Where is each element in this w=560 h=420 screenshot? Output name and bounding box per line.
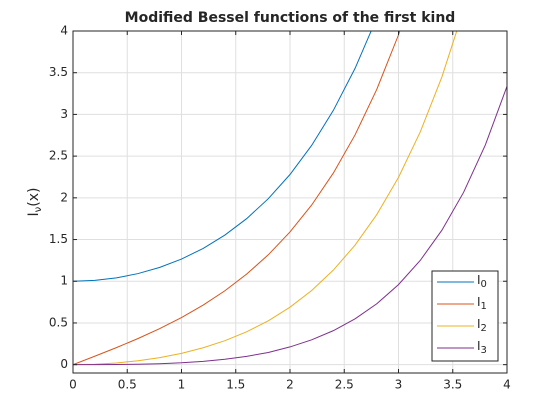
x-tick-label: 3 [395, 378, 403, 392]
legend-label: I2 [477, 317, 487, 335]
x-tick-label: 2.5 [335, 378, 354, 392]
legend-box [431, 270, 499, 362]
x-tick-label: 1.5 [226, 378, 245, 392]
y-tick-label: 0 [60, 357, 68, 371]
y-tick-label: 3.5 [49, 65, 68, 79]
y-tick-label: 2 [60, 190, 68, 204]
x-tick-label: 0.5 [118, 378, 137, 392]
legend-label: I1 [477, 295, 487, 313]
line-series [73, 31, 372, 282]
x-tick-label: 3.5 [443, 378, 462, 392]
plot-area [73, 31, 507, 366]
x-tick-label: 4 [503, 378, 511, 392]
y-tick-label: 3 [60, 107, 68, 121]
y-tick-label: 1.5 [49, 232, 68, 246]
y-tick-label: 4 [60, 24, 68, 38]
line-series [73, 86, 507, 366]
y-tick-label: 1 [60, 274, 68, 288]
y-tick-label: 0.5 [49, 315, 68, 329]
line-series [73, 31, 458, 366]
y-tick-label: 2.5 [49, 149, 68, 163]
x-tick-label: 0 [69, 378, 77, 392]
x-tick-label: 2 [286, 378, 294, 392]
legend-label: I0 [477, 273, 487, 291]
line-series [73, 31, 401, 366]
y-axis-label: Iν(x) [26, 188, 44, 217]
legend-label: I3 [477, 339, 487, 357]
chart-title: Modified Bessel functions of the first k… [125, 10, 456, 26]
x-tick-label: 1 [178, 378, 186, 392]
